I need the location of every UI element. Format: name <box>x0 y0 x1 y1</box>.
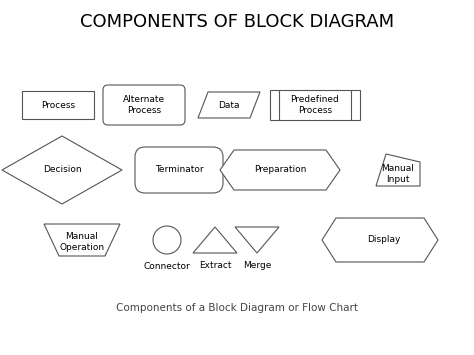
Polygon shape <box>220 150 340 190</box>
Polygon shape <box>193 227 237 253</box>
Bar <box>22 91 94 119</box>
FancyBboxPatch shape <box>135 147 223 193</box>
Text: Data: Data <box>218 100 240 109</box>
Text: Terminator: Terminator <box>155 165 203 175</box>
Circle shape <box>153 226 181 254</box>
Text: Display: Display <box>367 235 401 245</box>
Polygon shape <box>2 136 122 204</box>
Polygon shape <box>44 224 120 256</box>
Text: COMPONENTS OF BLOCK DIAGRAM: COMPONENTS OF BLOCK DIAGRAM <box>80 13 394 31</box>
Text: Merge: Merge <box>243 261 271 270</box>
Text: Decision: Decision <box>43 165 82 175</box>
Polygon shape <box>235 227 279 253</box>
Text: Process: Process <box>41 100 75 109</box>
Text: Extract: Extract <box>199 261 231 270</box>
Polygon shape <box>376 154 420 186</box>
Text: Preparation: Preparation <box>254 165 306 175</box>
FancyBboxPatch shape <box>103 85 185 125</box>
Polygon shape <box>322 218 438 262</box>
Text: Manual
Operation: Manual Operation <box>59 232 105 252</box>
Bar <box>270 90 360 120</box>
Polygon shape <box>198 92 260 118</box>
Text: Predefined
Process: Predefined Process <box>291 95 339 115</box>
Text: Manual
Input: Manual Input <box>382 164 414 184</box>
Text: Alternate
Process: Alternate Process <box>123 95 165 115</box>
Text: Components of a Block Diagram or Flow Chart: Components of a Block Diagram or Flow Ch… <box>116 303 358 313</box>
Text: Connector: Connector <box>144 262 191 271</box>
